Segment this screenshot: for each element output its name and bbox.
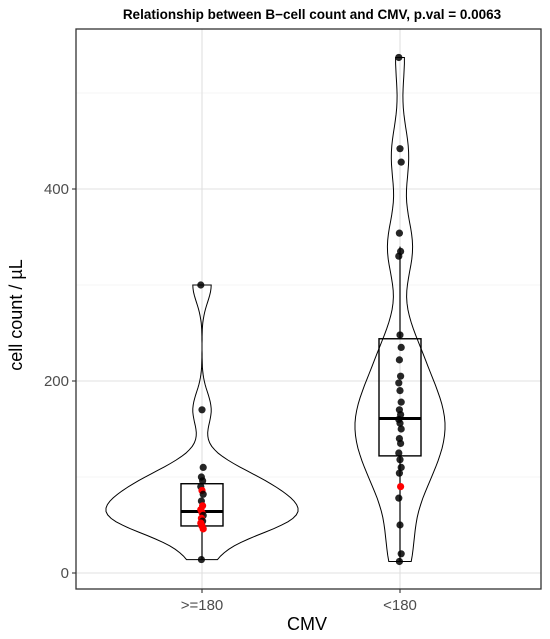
data-point (397, 439, 405, 447)
data-point (397, 398, 405, 406)
chart-title: Relationship between B−cell count and CM… (123, 7, 502, 22)
panel-border (75, 28, 542, 590)
data-point (397, 343, 405, 351)
data-point (397, 463, 405, 471)
data-point (198, 406, 206, 414)
x-axis-title: CMV (287, 614, 327, 634)
data-point (395, 494, 403, 502)
data-point (396, 145, 404, 153)
data-point-highlighted (397, 483, 405, 491)
data-point (396, 331, 404, 339)
data-point (197, 555, 205, 564)
data-point-highlighted (199, 525, 207, 533)
data-point (199, 463, 207, 471)
data-points (197, 53, 405, 566)
data-point (197, 281, 205, 289)
axis-ticks: 0 200 400 >=180 <180 (44, 181, 417, 614)
data-point (396, 419, 404, 427)
y-tick-label: 400 (44, 181, 69, 198)
data-point (397, 158, 405, 166)
y-axis-title: cell count / µL (6, 259, 26, 370)
data-point (396, 521, 404, 529)
x-tick-label: >=180 (181, 597, 224, 614)
data-point (395, 557, 403, 566)
violins (105, 57, 446, 562)
data-point (395, 252, 403, 260)
data-point (397, 372, 405, 380)
data-point (199, 477, 207, 485)
data-point (199, 490, 207, 498)
data-point (395, 469, 403, 477)
data-point (395, 379, 403, 387)
data-point (395, 53, 403, 62)
data-point (397, 425, 405, 433)
data-point (395, 449, 403, 457)
data-point (395, 356, 403, 364)
x-tick-label: <180 (383, 597, 417, 614)
data-point (397, 550, 405, 558)
data-point (396, 387, 404, 395)
data-point (396, 456, 404, 464)
y-tick-label: 200 (44, 373, 69, 390)
grid (76, 29, 541, 589)
data-point (395, 229, 403, 237)
y-tick-label: 0 (61, 565, 69, 582)
boxplots (180, 246, 422, 562)
violin-shape (105, 284, 299, 561)
